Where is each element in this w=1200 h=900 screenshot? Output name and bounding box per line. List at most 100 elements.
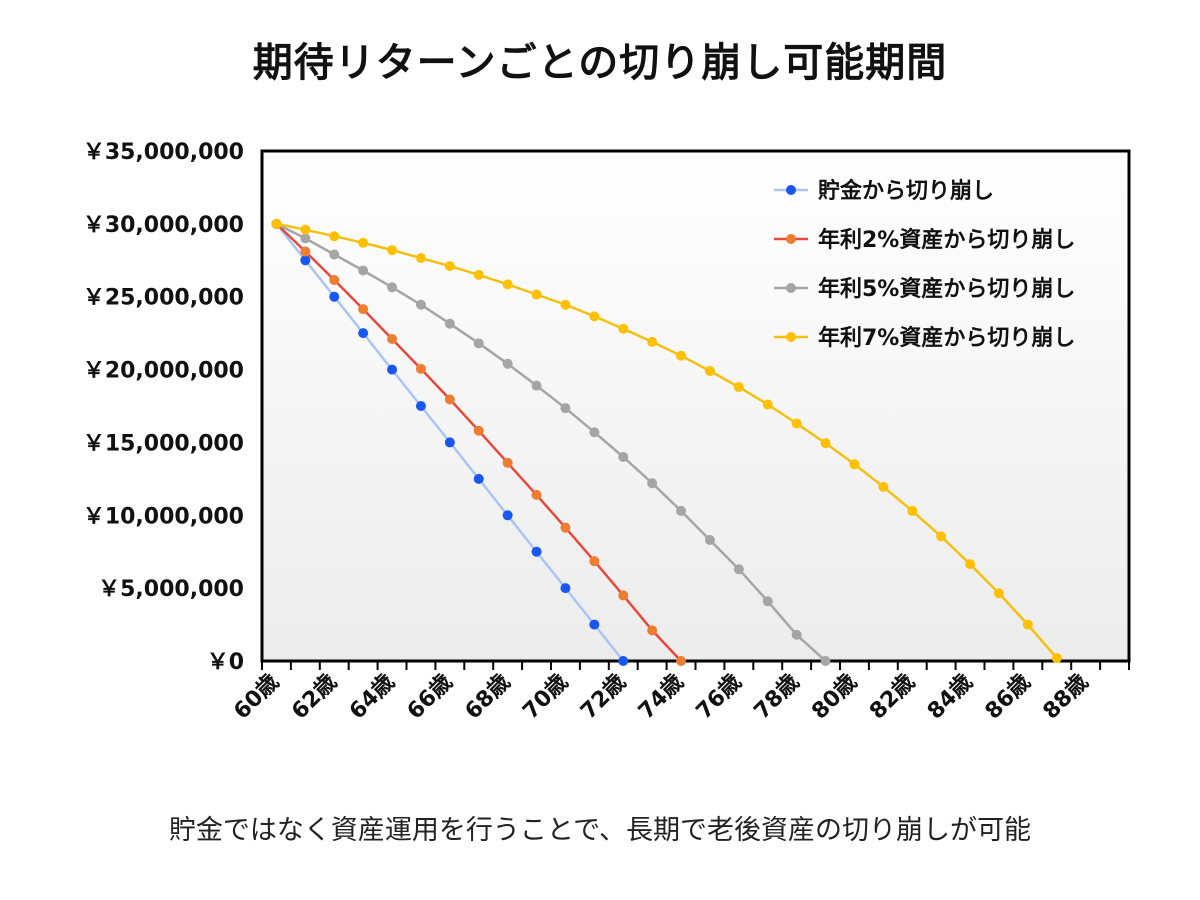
data-point xyxy=(762,399,773,410)
data-point xyxy=(387,333,398,344)
x-tick-label: 74歳 xyxy=(634,670,689,725)
data-point xyxy=(358,328,369,339)
x-tick-label: 72歳 xyxy=(576,670,631,725)
x-tick-label: 62歳 xyxy=(287,670,342,725)
x-tick-label: 70歳 xyxy=(518,670,573,725)
legend-label: 年利2%資産から切り崩し xyxy=(818,227,1075,253)
data-point xyxy=(647,625,658,636)
x-tick-label: 66歳 xyxy=(403,670,458,725)
data-point xyxy=(907,505,918,516)
series-layer xyxy=(271,218,1062,666)
data-point xyxy=(589,556,600,567)
data-point xyxy=(965,559,976,570)
x-tick-label: 84歳 xyxy=(923,670,978,725)
x-tick-label: 68歳 xyxy=(461,670,516,725)
data-point xyxy=(618,590,629,601)
data-point xyxy=(415,401,426,411)
y-axis-labels: ￥0 ￥5,000,000 ￥10,000,000 ￥15,000,000 ￥20,00… xyxy=(83,140,244,675)
data-point xyxy=(358,304,369,315)
data-point xyxy=(676,505,687,516)
data-point xyxy=(444,318,455,329)
data-point xyxy=(820,438,831,449)
y-tick-label: ￥10,000,000 xyxy=(83,504,244,529)
x-tick-label: 88歳 xyxy=(1039,670,1094,725)
x-tick-label: 76歳 xyxy=(692,670,747,725)
data-point xyxy=(415,253,426,264)
x-tick-label: 80歳 xyxy=(807,670,862,725)
chart-title: 期待リターンごとの切り崩し可能期間 xyxy=(252,40,948,86)
data-point xyxy=(387,364,398,375)
data-point xyxy=(618,452,629,462)
data-point xyxy=(560,403,571,414)
data-point xyxy=(502,358,513,369)
data-point xyxy=(300,224,311,235)
x-axis-labels: 60歳 62歳 64歳 66歳 68歳 70歳 72歳 74歳 76歳 78歳 80歳 82歳 84歳 8… xyxy=(229,670,1093,725)
x-tick-label: 86歳 xyxy=(981,670,1036,725)
data-point xyxy=(300,233,311,244)
y-tick-label: ￥30,000,000 xyxy=(83,213,244,238)
data-point xyxy=(358,265,369,276)
data-point xyxy=(473,425,484,436)
data-point xyxy=(329,231,340,242)
series-3 xyxy=(271,218,1062,664)
y-tick-label: ￥15,000,000 xyxy=(83,431,244,456)
series-1 xyxy=(271,218,687,666)
data-point xyxy=(444,437,455,448)
data-point xyxy=(618,656,629,666)
data-point xyxy=(589,427,600,438)
legend-label: 年利7%資産から切り崩し xyxy=(818,325,1075,351)
legend-marker xyxy=(786,185,796,195)
data-point xyxy=(473,473,484,484)
data-point xyxy=(589,619,600,630)
x-tick-label: 82歳 xyxy=(865,670,920,725)
data-point xyxy=(647,478,658,489)
data-point xyxy=(704,366,715,377)
y-tick-label: ￥0 xyxy=(207,650,244,675)
data-point xyxy=(531,546,542,557)
data-point xyxy=(560,583,571,594)
data-point xyxy=(820,656,831,666)
data-point xyxy=(791,629,802,640)
data-point xyxy=(618,323,629,334)
x-tick-label: 60歳 xyxy=(229,670,284,725)
y-tick-label: ￥35,000,000 xyxy=(83,140,244,165)
data-point xyxy=(993,588,1004,599)
data-point xyxy=(531,489,542,500)
data-point xyxy=(387,245,398,256)
data-point xyxy=(676,350,687,361)
data-point xyxy=(733,564,744,575)
data-point xyxy=(1051,653,1062,664)
legend-marker xyxy=(786,283,796,293)
plot-area xyxy=(260,149,1131,663)
data-point xyxy=(358,237,369,248)
data-point xyxy=(560,299,571,310)
y-tick-label: ￥25,000,000 xyxy=(83,286,244,311)
y-tick-label: ￥5,000,000 xyxy=(98,577,244,602)
data-point xyxy=(444,261,455,272)
x-tick-label: 78歳 xyxy=(750,670,805,725)
data-point xyxy=(936,531,947,542)
data-point xyxy=(300,255,311,266)
series-line xyxy=(276,222,1058,659)
data-point xyxy=(329,274,340,285)
data-point xyxy=(329,291,340,302)
data-point xyxy=(300,246,311,257)
data-point xyxy=(676,656,687,666)
data-point xyxy=(271,218,282,229)
data-point xyxy=(647,336,658,347)
data-point xyxy=(849,459,860,470)
data-point xyxy=(704,535,715,546)
data-point xyxy=(415,299,426,310)
data-point xyxy=(387,282,398,293)
data-point xyxy=(473,338,484,349)
chart-caption: 貯金ではなく資産運用を行うことで、長期で老後資産の切り崩しが可能 xyxy=(168,815,1032,846)
data-point xyxy=(329,249,340,260)
x-tick-label: 64歳 xyxy=(345,670,400,725)
data-point xyxy=(560,522,571,533)
data-point xyxy=(473,269,484,280)
series-line xyxy=(275,222,827,662)
data-point xyxy=(531,289,542,300)
data-point xyxy=(415,363,426,374)
